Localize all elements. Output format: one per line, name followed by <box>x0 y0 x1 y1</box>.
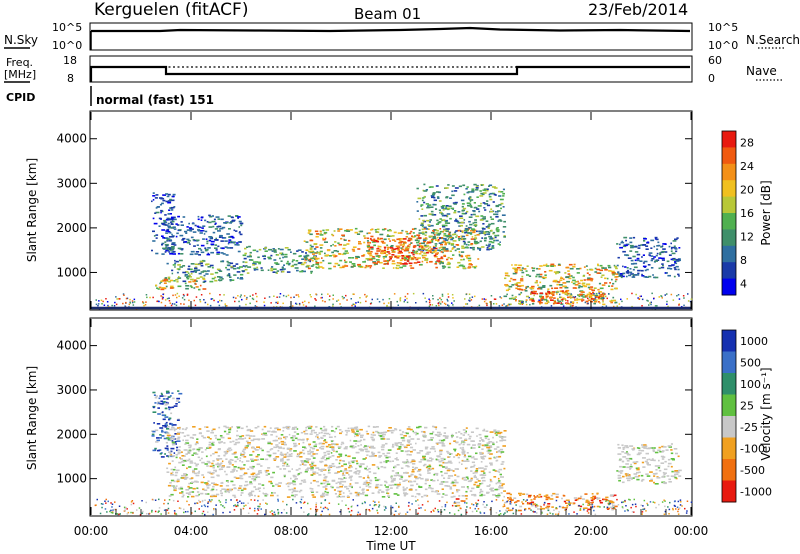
colorbar-tick-label: 4 <box>740 277 747 290</box>
colorbar-swatch <box>722 351 736 374</box>
power-echo-region <box>241 245 318 274</box>
noise-tick-bottom-right: 10^0 <box>708 39 738 52</box>
colorbar-tick-label: -1000 <box>740 485 772 498</box>
colorbar-tick-label: 28 <box>740 137 754 150</box>
colorbar-tick-label: 16 <box>740 207 754 220</box>
x-tick-label: 08:00 <box>274 524 309 538</box>
colorbar-swatch <box>722 278 736 296</box>
velocity-echo-region <box>151 390 183 458</box>
colorbar-tick-label: 25 <box>740 399 754 412</box>
nave-label: Nave <box>746 64 777 78</box>
velocity-echo-region <box>166 425 507 498</box>
colorbar-swatch <box>722 416 736 438</box>
colorbar-swatch <box>722 373 736 395</box>
velocity-panel: 1000 2000 3000 4000 Slant Range [km] 00:00 0… <box>25 112 708 553</box>
power-echo-region <box>161 214 244 256</box>
velocity-cbar-label: Velocity [m s⁻¹] <box>759 367 773 460</box>
noise-tick-bottom-left: 10^0 <box>52 39 82 52</box>
y-tick-label: 2000 <box>56 221 87 235</box>
time-xlabel: Time UT <box>365 539 416 553</box>
colorbar-swatch <box>722 180 736 198</box>
colorbar-swatch <box>722 131 736 148</box>
velocity-colorbar: 1000 500 100 25 -25 -100 -500 -1000 Velocity [m… <box>721 329 773 503</box>
power-echo-region <box>503 263 619 306</box>
colorbar-swatch <box>722 459 736 481</box>
y-tick-label: 3000 <box>56 176 87 190</box>
noise-tick-top-left: 10^5 <box>52 21 82 34</box>
near-range-speckle <box>94 498 693 516</box>
cpid-row: CPID normal (fast) 151 <box>6 86 214 107</box>
noise-right-label: N.Search <box>746 33 800 47</box>
colorbar-swatch <box>722 213 736 230</box>
colorbar-tick-label: 24 <box>740 160 754 173</box>
power-echoes <box>95 183 693 310</box>
freq-tick-8: 8 <box>67 72 74 85</box>
noise-panel: N.Sky 10^5 10^0 10^5 10^0 N.Search <box>4 21 800 52</box>
freq-panel: Freq. [MHz] 18 8 60 0 Nave <box>4 54 782 85</box>
velocity-ylabel: Slant Range [km] <box>25 366 39 470</box>
power-colorbar: 28 24 20 16 12 8 4 Power [dB] <box>721 130 773 296</box>
colorbar-tick-label: -100 <box>740 442 765 455</box>
y-tick-label: 3000 <box>56 383 87 397</box>
colorbar-tick-label: 8 <box>740 254 747 267</box>
colorbar-swatch <box>722 437 736 460</box>
freq-left-label-2: [MHz] <box>4 68 36 81</box>
power-echo-region <box>166 259 244 283</box>
y-tick-label: 1000 <box>56 265 87 279</box>
y-tick-label: 1000 <box>56 472 87 486</box>
y-tick-label: 4000 <box>56 339 87 353</box>
noise-left-label: N.Sky <box>4 33 38 47</box>
colorbar-tick-label: 20 <box>740 184 754 197</box>
nave-tick-0: 0 <box>708 72 715 85</box>
colorbar-tick-label: 1000 <box>740 335 768 348</box>
colorbar-swatch <box>722 262 736 280</box>
beam-title: Beam 01 <box>354 5 421 23</box>
x-tick-label: 00:00 <box>74 524 109 538</box>
velocity-echoes <box>94 390 693 516</box>
cpid-value: normal (fast) 151 <box>96 93 214 107</box>
power-echo-region <box>303 227 481 270</box>
y-tick-label: 4000 <box>56 132 87 146</box>
colorbar-swatch <box>722 163 736 181</box>
power-echo-region <box>366 236 444 265</box>
noise-sky-line <box>91 26 691 33</box>
power-echo-region <box>155 277 207 291</box>
power-panel: 1000 2000 3000 4000 Slant Range [km] <box>25 110 693 311</box>
station-title: Kerguelen (fitACF) <box>94 0 248 20</box>
nave-tick-60: 60 <box>708 54 722 67</box>
cpid-label: CPID <box>6 91 35 104</box>
x-tick-label: 12:00 <box>374 524 409 538</box>
freq-tick-18: 18 <box>63 54 77 67</box>
colorbar-swatch <box>722 229 736 247</box>
freq-left-label-1: Freq. <box>6 56 33 69</box>
colorbar-tick-label: 12 <box>740 230 754 243</box>
x-tick-label: 00:00 <box>674 524 709 538</box>
colorbar-swatch <box>722 480 736 503</box>
y-tick-label: 2000 <box>56 427 87 441</box>
noise-tick-top-right: 10^5 <box>708 21 738 34</box>
colorbar-tick-label: -500 <box>740 464 765 477</box>
colorbar-tick-label: 500 <box>740 356 761 369</box>
power-echo-region <box>416 183 507 252</box>
x-tick-label: 04:00 <box>174 524 209 538</box>
x-tick-label: 16:00 <box>474 524 509 538</box>
power-ylabel: Slant Range [km] <box>25 158 39 262</box>
power-cbar-label: Power [dB] <box>759 180 773 245</box>
colorbar-swatch <box>722 330 736 352</box>
colorbar-swatch <box>722 147 736 165</box>
velocity-echo-region <box>616 443 682 485</box>
power-echo-region <box>616 236 681 279</box>
colorbar-swatch <box>722 394 736 417</box>
colorbar-swatch <box>722 196 736 214</box>
freq-line <box>89 65 690 82</box>
colorbar-swatch <box>722 245 736 263</box>
date-title: 23/Feb/2014 <box>588 0 688 19</box>
colorbar-tick-label: 100 <box>740 378 761 391</box>
x-tick-label: 20:00 <box>574 524 609 538</box>
colorbar-tick-label: -25 <box>740 421 758 434</box>
